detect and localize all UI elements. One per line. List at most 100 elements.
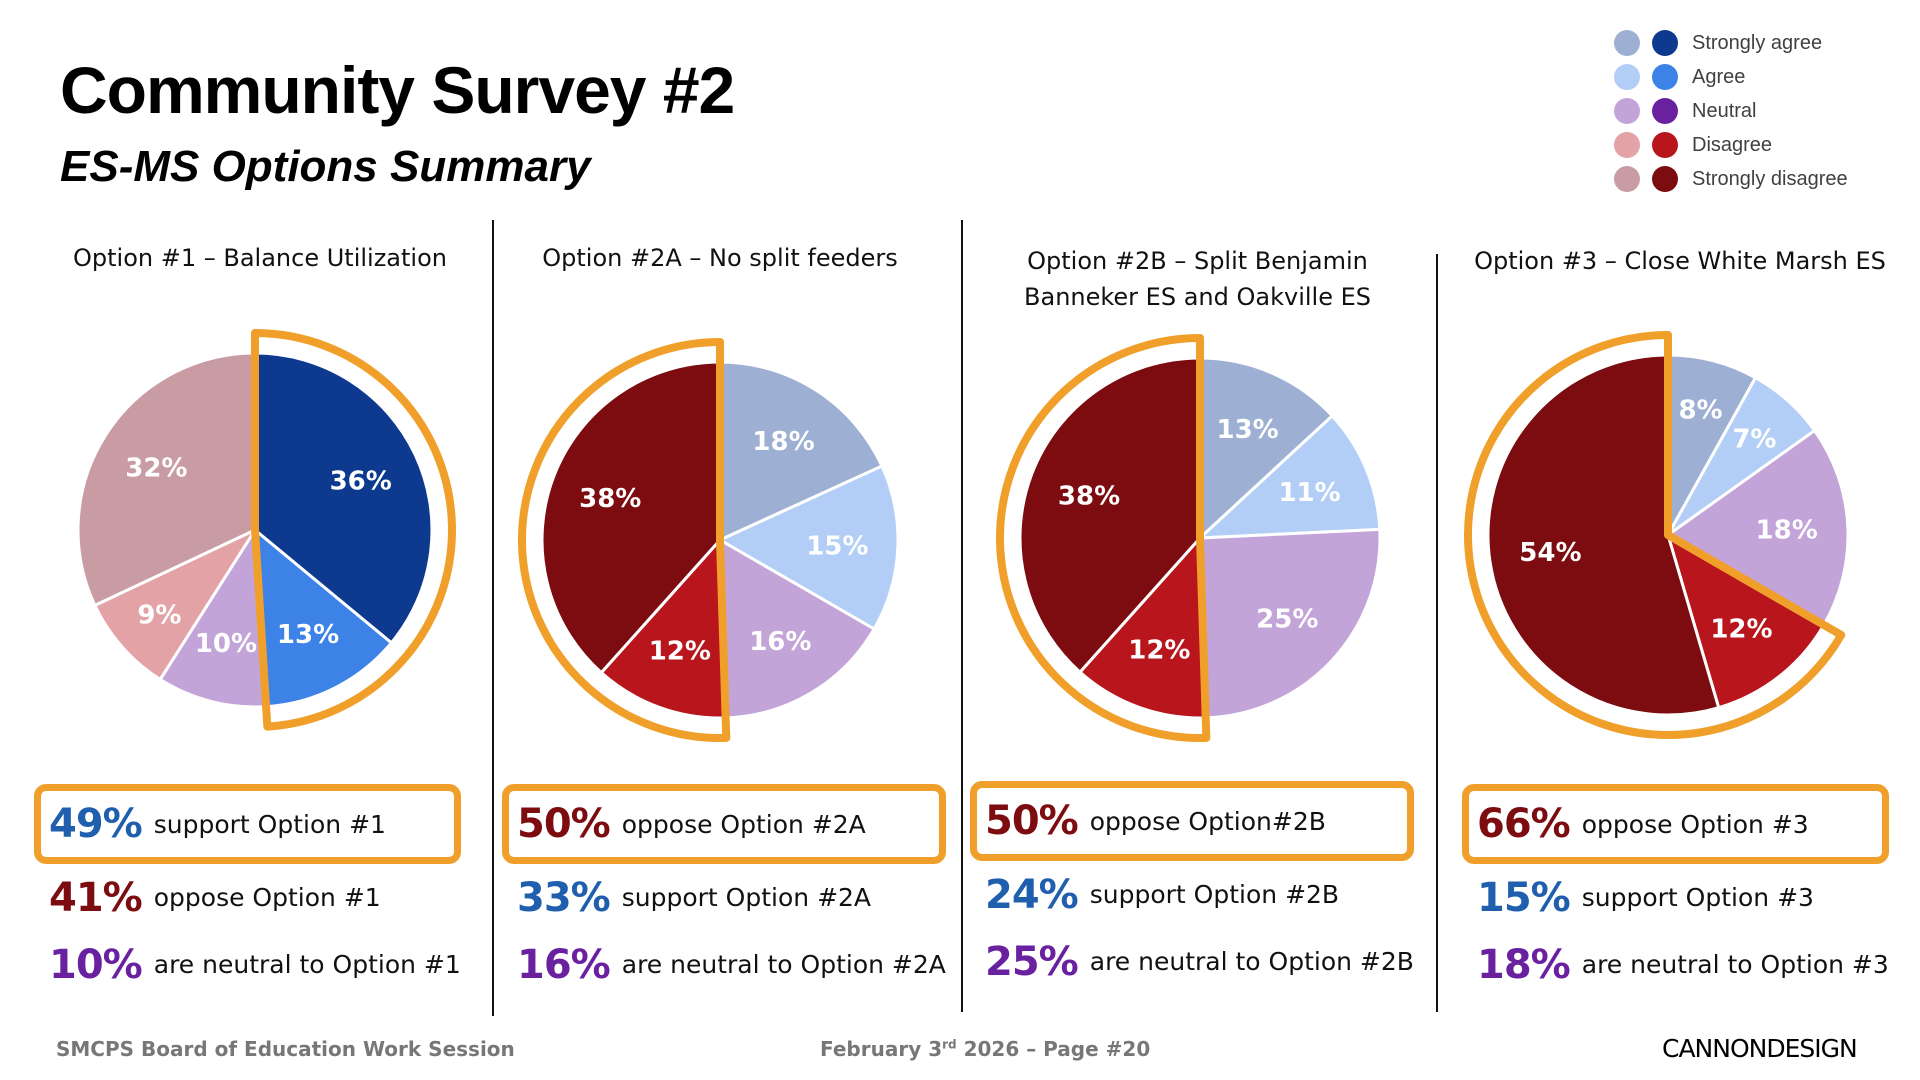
- option-3-stats: 66% oppose Option #3 15% support Option #3…: [1462, 784, 1889, 998]
- pie-slice-neutral: [158, 525, 268, 709]
- pie-option-2: 18% 15% 16% 12% 38%: [518, 338, 900, 742]
- stat-text: oppose Option #3: [1581, 809, 1809, 839]
- stat-text: oppose Option #2A: [621, 809, 866, 839]
- column-divider: [961, 220, 963, 1012]
- stat-text: are neutral to Option #1: [153, 950, 461, 979]
- pie-slice-strongly-agree: [253, 351, 434, 645]
- legend-dot-light: [1614, 98, 1640, 124]
- cannondesign-logo: CANNONDESIGN: [1662, 1034, 1858, 1063]
- stat-percent: 10%: [49, 941, 143, 988]
- stat-percent: 24%: [985, 871, 1079, 918]
- slice-label-neutral: 25%: [1256, 605, 1318, 635]
- legend-label: Strongly disagree: [1692, 167, 1848, 190]
- pie-slice-strongly-agree: [1198, 356, 1335, 542]
- slice-label-neutral: 10%: [195, 629, 257, 659]
- stat-text: oppose Option#2B: [1089, 806, 1326, 836]
- stat-text: support Option #2B: [1089, 880, 1340, 909]
- stat-row: 10% are neutral to Option #1: [34, 931, 461, 998]
- slice-label-agree: 13%: [277, 620, 339, 650]
- title-line: Option #2A – No split feeders: [542, 244, 898, 272]
- pie-slice-agree: [253, 526, 394, 709]
- slice-label-strongly-agree: 18%: [752, 427, 814, 457]
- column-divider: [1436, 254, 1438, 1012]
- legend-label: Disagree: [1692, 133, 1773, 156]
- legend-dot-dark: [1652, 132, 1678, 158]
- legend-dot-light: [1614, 166, 1640, 192]
- option-1-title: Option #1 – Balance Utilization: [40, 240, 480, 276]
- footer-date-suffix: rd: [942, 1037, 957, 1052]
- legend-item-disagree: Disagree: [1614, 128, 1848, 162]
- slice-label-neutral: 16%: [749, 627, 811, 657]
- stat-text: support Option #3: [1581, 883, 1814, 912]
- pie-slice-strongly-disagree: [76, 351, 257, 608]
- stat-row: 16% are neutral to Option #2A: [502, 931, 946, 998]
- highlight-outline: [518, 338, 731, 742]
- stat-text: are neutral to Option #3: [1581, 950, 1889, 979]
- slice-label-disagree: 12%: [1128, 636, 1190, 666]
- slice-label-disagree: 9%: [137, 600, 181, 630]
- legend-dot-light: [1614, 30, 1640, 56]
- footer-page: 2026 – Page #20: [956, 1037, 1151, 1061]
- slice-label-disagree: 12%: [649, 636, 711, 666]
- legend-item-agree: Agree: [1614, 60, 1848, 94]
- pie-slice-agree: [716, 464, 900, 632]
- column-divider: [492, 220, 494, 1016]
- page-title: Community Survey #2: [60, 53, 735, 127]
- pie-option-4: 8% 7% 18% 12% 54%: [1464, 331, 1850, 739]
- pie-slice-strongly-disagree: [1018, 356, 1202, 675]
- title-line: Option #3 – Close White Marsh ES: [1474, 247, 1886, 275]
- legend: Strongly agree Agree Neutral Disagree St…: [1614, 26, 1848, 196]
- stat-percent: 50%: [517, 801, 611, 847]
- slice-label-agree: 11%: [1278, 478, 1340, 508]
- stat-text: support Option #1: [153, 809, 386, 839]
- pie-option-3: 13% 11% 25% 12% 38%: [996, 334, 1382, 742]
- pie-slice-strongly-agree: [718, 360, 884, 543]
- stat-percent: 25%: [985, 938, 1079, 985]
- stat-percent: 33%: [517, 874, 611, 921]
- option-2b-title: Option #2B – Split Benjamin Banneker ES …: [975, 243, 1420, 315]
- slice-label-strongly-agree: 13%: [1217, 415, 1279, 445]
- stat-row: 49% support Option #1: [34, 784, 461, 864]
- pie-option-1: 36% 13% 10% 9% 32%: [76, 329, 456, 731]
- legend-label: Agree: [1692, 65, 1746, 88]
- stat-text: support Option #2A: [621, 883, 872, 912]
- stat-row: 18% are neutral to Option #3: [1462, 931, 1889, 998]
- title-line: Banneker ES and Oakville ES: [1024, 283, 1371, 311]
- stat-percent: 18%: [1477, 941, 1571, 988]
- slice-label-agree: 7%: [1732, 424, 1776, 454]
- option-2a-title: Option #2A – No split feeders: [500, 240, 940, 276]
- stat-row: 50% oppose Option #2A: [502, 784, 946, 864]
- stat-percent: 15%: [1477, 874, 1571, 921]
- slice-label-agree: 15%: [806, 532, 868, 562]
- stat-row: 41% oppose Option #1: [34, 864, 461, 931]
- highlight-outline: [1464, 331, 1846, 739]
- slice-label-strongly-agree: 8%: [1678, 396, 1722, 426]
- footer-date: February 3: [820, 1037, 943, 1061]
- highlight-outline: [251, 329, 456, 731]
- title-line: Option #1 – Balance Utilization: [73, 244, 447, 272]
- legend-label: Neutral: [1692, 99, 1757, 122]
- stat-text: oppose Option #1: [153, 883, 381, 912]
- stat-row: 15% support Option #3: [1462, 864, 1889, 931]
- pie-slice-neutral: [1198, 527, 1382, 720]
- legend-item-neutral: Neutral: [1614, 94, 1848, 128]
- stat-row: 24% support Option #2B: [970, 861, 1414, 928]
- footer-session-label: SMCPS Board of Education Work Session: [56, 1037, 515, 1061]
- pie-slice-neutral: [718, 537, 877, 720]
- legend-dot-dark: [1652, 98, 1678, 124]
- stat-percent: 16%: [517, 941, 611, 988]
- slice-label-neutral: 18%: [1756, 515, 1818, 545]
- slice-label-strongly-disagree: 54%: [1519, 538, 1581, 568]
- legend-item-strongly-agree: Strongly agree: [1614, 26, 1848, 60]
- option-2b-stats: 50% oppose Option#2B 24% support Option #2…: [970, 781, 1414, 995]
- stat-percent: 49%: [49, 801, 143, 847]
- title-line: Option #2B – Split Benjamin: [1027, 247, 1368, 275]
- slice-label-disagree: 12%: [1710, 614, 1772, 644]
- option-2a-stats: 50% oppose Option #2A 33% support Option #…: [502, 784, 946, 998]
- stat-row: 33% support Option #2A: [502, 864, 946, 931]
- slice-label-strongly-disagree: 38%: [1058, 482, 1120, 512]
- option-3-title: Option #3 – Close White Marsh ES: [1445, 243, 1915, 279]
- slice-label-strongly-agree: 36%: [330, 466, 392, 496]
- legend-dot-dark: [1652, 30, 1678, 56]
